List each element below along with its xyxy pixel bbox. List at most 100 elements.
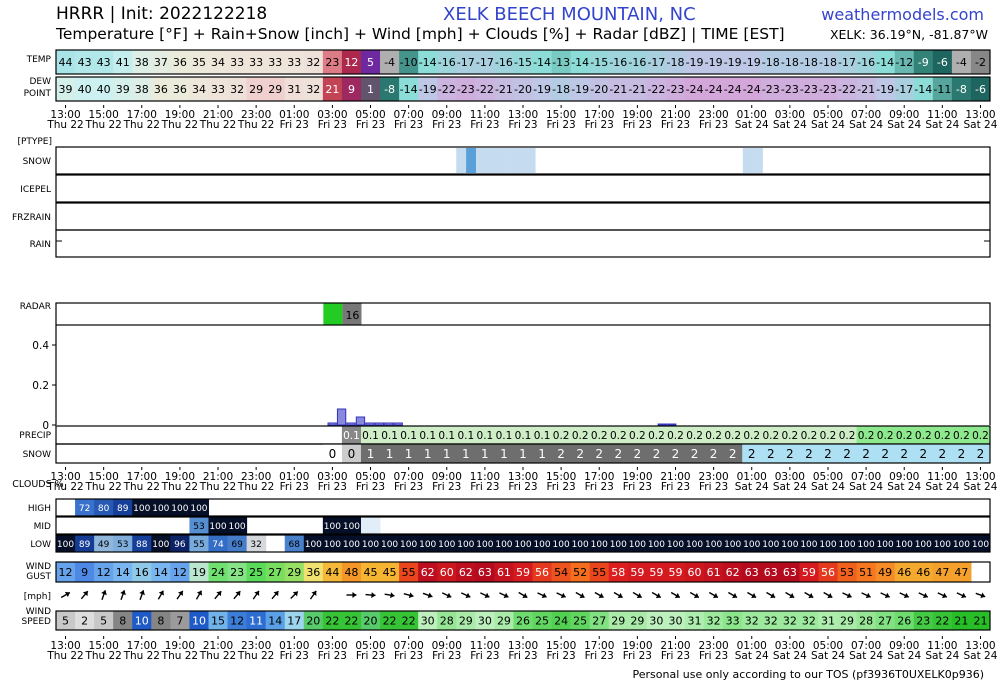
temp-row-value: -15 — [590, 56, 608, 69]
precip-accum-cell — [665, 426, 686, 444]
wind-arrow — [747, 591, 757, 599]
clouds-low-value: 100 — [610, 540, 627, 550]
site-link[interactable]: weathermodels.com — [821, 5, 984, 24]
wind-speed-row-cell — [246, 611, 267, 630]
precip-accum-cell — [437, 426, 457, 444]
wind-speed-row-value: 22 — [325, 615, 339, 628]
clouds-low-value: 100 — [953, 540, 970, 550]
precip-accum-cell — [837, 426, 858, 444]
temp-row-cell — [94, 50, 114, 74]
tos-footer: Personal use only according to our TOS (… — [632, 668, 985, 681]
precip-accum-value: 0.2 — [724, 430, 741, 442]
clouds-low-cell — [951, 535, 972, 552]
wind-gust-row-value: 46 — [897, 566, 911, 579]
clouds-low-value: 100 — [419, 540, 436, 550]
clouds-mid-value: 100 — [228, 522, 245, 532]
clouds-low-value: 100 — [667, 540, 684, 550]
clouds-low-cell — [761, 535, 781, 552]
temp-row-cell — [227, 50, 248, 74]
wind-speed-row-cell — [265, 611, 286, 630]
wind-speed-row-value: 32 — [802, 615, 816, 628]
precip-y-tick-label: 0.4 — [32, 340, 49, 352]
dewpoint-row-value: 21 — [325, 83, 339, 96]
wind-arrow-head — [196, 590, 203, 596]
dewpoint-row-cell — [875, 77, 896, 101]
temp-row-value: 44 — [59, 56, 73, 69]
clouds-mid-value: 53 — [193, 522, 204, 532]
radar-label: RADAR — [20, 302, 51, 312]
wind-speed-row: 5 2 5 8 10 8 7 10 15 12 11 14 17 20 22 22 20 22 22 30 28 29 30… — [55, 610, 991, 631]
precip-accum-cell — [380, 426, 400, 444]
wind-gust-row-value: 56 — [535, 566, 549, 579]
wind-speed-row-cell — [856, 611, 877, 630]
time-axis-bottom-day: Fri 23 — [623, 650, 652, 662]
wind-speed-row-cell — [875, 611, 896, 630]
wind-speed-row-cell — [894, 611, 915, 630]
dewpoint-row-cell — [608, 77, 629, 101]
snow-accum-value: 0 — [348, 447, 356, 461]
clouds-high-row: 72 80 89 100 100 100 100 — [55, 498, 991, 517]
dewpoint-row-value: -11 — [933, 83, 951, 96]
dewpoint-row-value: -17 — [895, 83, 913, 96]
time-axis-top-time: 23:00 — [241, 109, 271, 121]
dewpoint-row-value: -24 — [686, 83, 704, 96]
wind-speed-row-cell — [742, 611, 762, 630]
temp-row-value: 33 — [287, 56, 301, 69]
time-axis-bottom-day: Fri 23 — [547, 650, 576, 662]
wind-speed-row-value: 30 — [478, 615, 492, 628]
time-axis-mid-day: Thu 22 — [46, 481, 83, 493]
temp-row-value: -4 — [384, 56, 395, 69]
clouds-low-cell — [94, 535, 114, 552]
temp-row-cell — [818, 50, 839, 74]
precip-bar — [667, 423, 677, 426]
wind-arrow — [422, 592, 433, 599]
wind-gust-row-value: 14 — [116, 566, 130, 579]
wind-arrow — [80, 590, 89, 600]
wind-arrow-head — [522, 592, 528, 599]
time-axis-mid-time: 03:00 — [775, 471, 805, 483]
clouds-high-value: 72 — [79, 504, 90, 514]
ptype-frzrain-label: FRZRAIN — [12, 213, 51, 223]
wind-arrow — [271, 590, 279, 600]
wind-gust-row-cell — [951, 562, 972, 582]
wind-gust-row-cell — [799, 562, 819, 582]
temp-row-cell — [685, 50, 705, 74]
wind-speed-row-value: 10 — [135, 615, 149, 628]
wind-gust-label-2: GUST — [26, 572, 51, 582]
clouds-high-cell — [170, 499, 190, 516]
time-axis-mid-day: Fri 23 — [470, 481, 499, 493]
precip-accum-value: 0.2 — [572, 430, 589, 442]
precip-bar — [327, 422, 337, 426]
wind-speed-row-value: 22 — [402, 615, 416, 628]
precip-accum-value: 0.2 — [877, 430, 894, 442]
precip-accum-cell — [551, 426, 572, 444]
time-axis-mid-time: 23:00 — [698, 471, 728, 483]
dewpoint-row-value: -24 — [724, 83, 742, 96]
clouds-low-value: 100 — [686, 540, 703, 550]
clouds-low-cell — [360, 535, 381, 552]
precip-accum-value: 0.2 — [762, 430, 779, 442]
temp-row-cell — [56, 50, 76, 74]
snow-accum-cell — [513, 444, 534, 463]
wind-speed-row-value: 33 — [726, 615, 740, 628]
precip-accum-cell — [360, 426, 381, 444]
clouds-mid-cell — [227, 517, 248, 534]
clouds-low-value: 100 — [762, 540, 779, 550]
wind-speed-row-cell — [970, 611, 991, 630]
precip-accum-cell — [780, 426, 800, 444]
time-axis-top-time: 13:00 — [965, 109, 995, 121]
snow-accum-cell — [456, 444, 476, 463]
snow-accum-value: 2 — [881, 447, 889, 461]
time-axis-mid-day: Sat 24 — [773, 481, 807, 493]
wind-gust-row-cell — [494, 562, 514, 582]
dewpoint-row-value: -21 — [609, 83, 627, 96]
wind-gust-row-value: 45 — [364, 566, 378, 579]
dewpoint-row-cell — [56, 77, 76, 101]
dewpoint-row-cell — [380, 77, 400, 101]
ptype-icepel-label: ICEPEL — [20, 185, 51, 195]
wind-arrow — [480, 592, 490, 599]
wind-arrow — [365, 592, 376, 599]
model-init-title: HRRR | Init: 2022122218 — [56, 4, 268, 24]
clouds-low-value: 100 — [533, 540, 550, 550]
precip-accum-cell — [818, 426, 839, 444]
